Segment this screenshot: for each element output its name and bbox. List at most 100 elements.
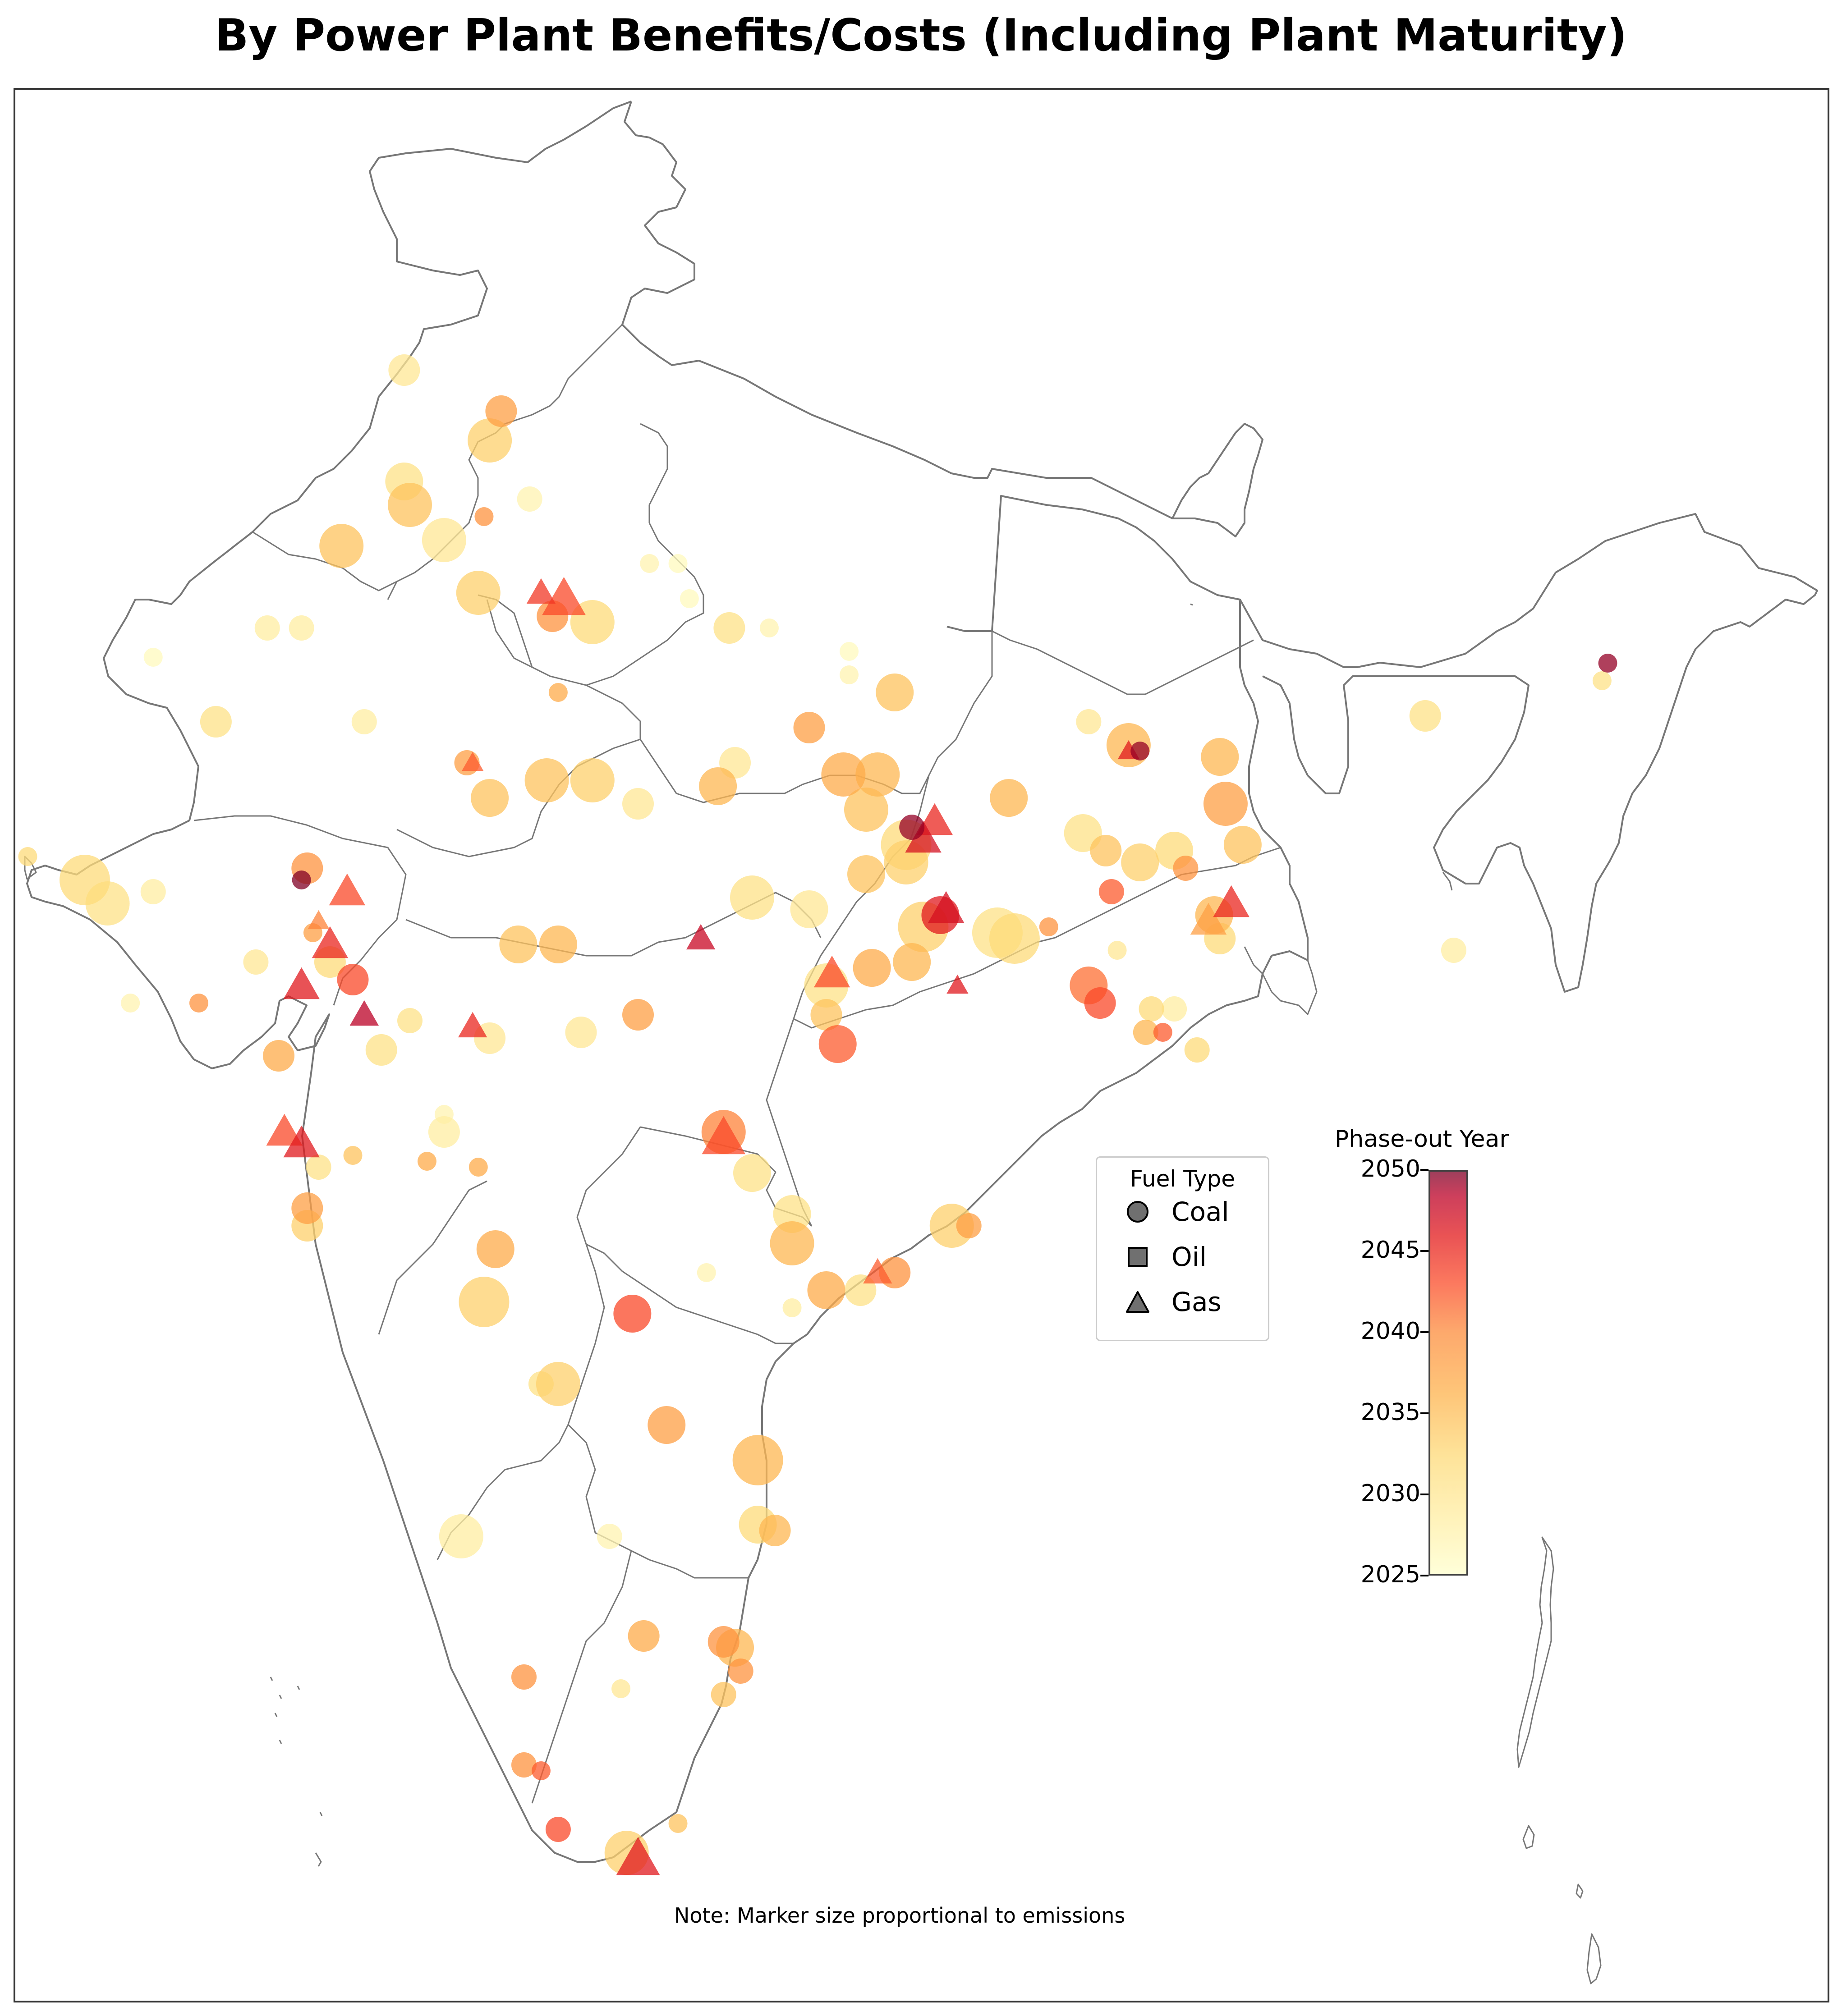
colorbar-tick-label: 2045 <box>1360 1237 1420 1264</box>
coal-plant-marker <box>291 1192 323 1224</box>
legend-item-oil: Oil <box>1122 1241 1207 1273</box>
colorbar <box>1429 1170 1468 1576</box>
gas-plant-marker <box>283 967 320 999</box>
coal-plant-marker <box>499 926 537 963</box>
coal-plant-marker <box>428 1116 460 1148</box>
coal-plant-marker <box>1153 1023 1172 1042</box>
coal-plant-marker <box>200 706 232 738</box>
coal-plant-marker <box>511 1664 537 1690</box>
coal-plant-marker <box>713 612 745 644</box>
gas-plant-marker <box>308 910 330 930</box>
colorbar-tick-mark <box>1420 1412 1429 1414</box>
gas-plant-marker <box>542 577 586 615</box>
bay-coast-outline <box>1244 946 1318 1015</box>
colorbar-tick-mark <box>1420 1494 1429 1495</box>
colorbar-tick-mark <box>1420 1575 1429 1576</box>
coal-plant-marker <box>456 571 501 615</box>
fuel-type-legend: Fuel Type Coal Oil Gas <box>1096 1156 1269 1341</box>
coal-plant-marker <box>365 1034 397 1066</box>
coal-plant-marker <box>397 1008 423 1033</box>
colorbar-tick-mark <box>1420 1331 1429 1333</box>
coal-plant-marker <box>1409 700 1441 732</box>
colorbar-title: Phase-out Year <box>1335 1126 1509 1153</box>
coal-plant-marker <box>821 752 866 797</box>
gas-plant-marker <box>458 1012 487 1038</box>
coal-plant-marker <box>668 554 688 573</box>
coal-plant-marker <box>699 767 737 805</box>
coal-plant-marker <box>59 855 110 905</box>
colorbar-tick-mark <box>1420 1250 1429 1252</box>
coal-plant-marker <box>697 1263 716 1282</box>
gas-plant-marker <box>616 1837 660 1875</box>
gas-plant-marker <box>946 974 969 994</box>
gas-plant-marker <box>329 873 366 906</box>
coal-plant-marker <box>711 1682 736 1707</box>
coal-plant-marker <box>956 1213 982 1238</box>
legend-item-gas: Gas <box>1122 1286 1222 1318</box>
coal-plant-marker <box>306 1155 331 1180</box>
coal-plant-marker <box>818 1025 857 1063</box>
coal-plant-marker <box>143 648 163 667</box>
coal-plant-marker <box>388 354 420 386</box>
circle-marker-icon <box>1122 1196 1153 1228</box>
map-frame <box>14 88 1829 2002</box>
coal-plant-marker <box>417 1152 436 1171</box>
gas-plant-marker <box>283 1125 320 1158</box>
coal-plant-marker <box>524 758 569 802</box>
coal-plant-marker <box>1203 782 1248 826</box>
coal-plant-marker <box>640 554 659 573</box>
coal-plant-marker <box>1201 738 1239 776</box>
coal-plant-marker <box>790 890 828 928</box>
coal-plant-marker <box>782 1298 802 1317</box>
coal-plant-marker <box>474 507 494 526</box>
gas-plant-marker <box>863 1258 892 1284</box>
coal-plant-marker <box>810 999 842 1031</box>
gas-plant-marker <box>526 578 556 604</box>
northeast-outline <box>1239 513 1818 993</box>
coal-plant-marker <box>439 1514 483 1558</box>
coal-plant-marker <box>1130 742 1150 761</box>
coal-plant-marker <box>844 788 888 832</box>
coal-plant-marker <box>531 1761 551 1780</box>
colorbar-tick-label: 2040 <box>1360 1318 1420 1345</box>
colorbar-tick-label: 2050 <box>1360 1155 1420 1182</box>
coal-plant-marker <box>121 994 140 1013</box>
coal-plant-marker <box>1133 1020 1158 1045</box>
coal-plant-marker <box>628 1620 660 1652</box>
coal-plant-marker <box>668 1814 688 1833</box>
legend-label-coal: Coal <box>1171 1196 1229 1227</box>
coal-plant-marker <box>1139 996 1164 1022</box>
coal-plant-marker <box>899 815 925 840</box>
coal-plant-marker <box>1076 709 1102 734</box>
coal-plant-marker <box>613 1295 652 1333</box>
coal-plant-marker <box>707 1626 740 1658</box>
legend-title: Fuel Type <box>1130 1166 1236 1192</box>
coal-plant-marker <box>1173 856 1199 881</box>
coal-plant-marker <box>855 752 900 797</box>
coal-plant-marker <box>254 615 280 641</box>
coal-plant-marker <box>759 1515 791 1546</box>
coal-plant-marker <box>1090 835 1122 866</box>
gas-plant-marker <box>349 1000 379 1026</box>
coal-plant-marker <box>732 1435 783 1485</box>
coal-plant-marker <box>140 879 166 904</box>
coal-plant-marker <box>388 483 432 527</box>
coal-plant-marker <box>422 518 466 562</box>
coal-plant-marker <box>807 1271 845 1309</box>
gas-plant-marker <box>462 751 484 771</box>
coal-plant-marker <box>648 1406 686 1444</box>
coal-plant-marker <box>1107 941 1127 960</box>
colorbar-tick-label: 2035 <box>1360 1399 1420 1426</box>
coal-plant-marker <box>471 779 509 817</box>
coal-plant-marker <box>263 1040 295 1072</box>
colorbar-tick-label: 2025 <box>1360 1561 1420 1588</box>
coal-plant-marker <box>1598 654 1617 673</box>
coal-plant-marker <box>1121 843 1159 881</box>
coal-plant-marker <box>539 926 577 963</box>
coal-plant-marker <box>876 674 914 711</box>
coal-plant-marker <box>189 994 208 1013</box>
coal-plant-marker <box>485 395 517 427</box>
gas-plant-marker <box>928 891 965 923</box>
coal-plant-marker <box>18 847 37 866</box>
coal-plant-marker <box>770 1221 814 1265</box>
